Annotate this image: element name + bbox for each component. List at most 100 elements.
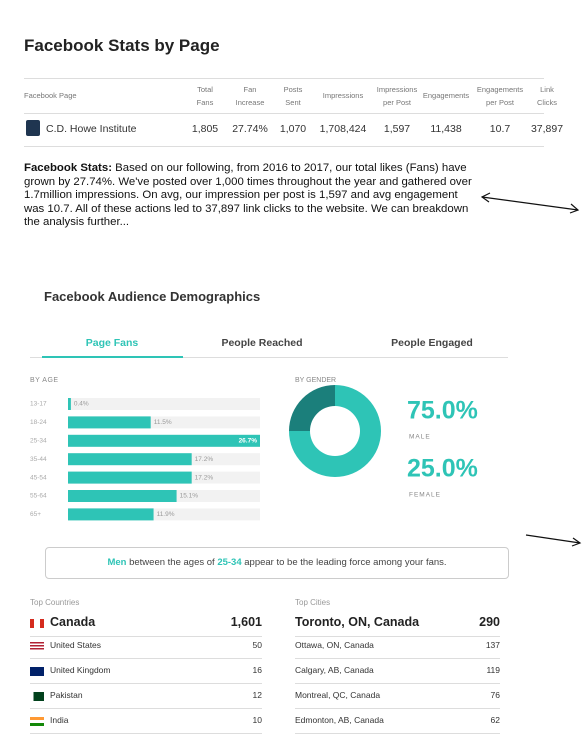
column-header: Impressions	[322, 91, 364, 100]
age-label: 65+	[30, 511, 41, 518]
bar	[68, 398, 71, 410]
cities-name: Calgary, AB, Canada	[295, 665, 374, 675]
row-divider	[30, 733, 262, 734]
age-label: 45-54	[30, 474, 47, 481]
column-header: Engagements	[422, 91, 470, 100]
tab[interactable]: Page Fans	[85, 337, 139, 349]
countries-value: 12	[252, 690, 262, 700]
row-divider	[295, 708, 500, 709]
table-cell: 1,070	[279, 123, 307, 135]
countries-value: 50	[252, 640, 262, 650]
countries-value: 1,601	[230, 615, 262, 629]
row-divider	[295, 733, 500, 734]
summary: Facebook Stats: Based on our following, …	[24, 162, 472, 230]
bar	[68, 416, 151, 429]
bar	[68, 471, 192, 484]
age-label: 13-17	[30, 401, 47, 408]
cities-value: 290	[479, 615, 500, 629]
bar-value-label: 17.2%	[195, 456, 214, 463]
flag	[30, 642, 44, 651]
row-divider	[30, 636, 262, 637]
countries-value: 10	[252, 715, 262, 725]
column-header: Link Clicks	[537, 85, 557, 107]
donut-segment	[289, 385, 381, 477]
countries-value: 16	[252, 665, 262, 675]
cities-value: 137	[485, 640, 500, 650]
summary-text: Based on our following, from 2016 to 201…	[24, 162, 472, 228]
summary-lead: Facebook Stats:	[24, 162, 112, 174]
cities-name: Toronto, ON, Canada	[295, 615, 420, 629]
bar-track	[68, 398, 260, 410]
bar-value-label: 11.5%	[154, 419, 172, 426]
flag	[30, 717, 44, 726]
demographics-title: Facebook Audience Demographics	[44, 289, 261, 304]
column-header: Total Fans	[196, 85, 214, 107]
table-cell: 27.74%	[232, 123, 268, 135]
countries-name: United Kingdom	[50, 665, 111, 675]
cities-name: Montreal, QC, Canada	[295, 690, 381, 700]
countries-name: Pakistan	[50, 690, 83, 700]
table-cell: 11,438	[430, 123, 462, 135]
table-cell: 1,805	[191, 123, 219, 135]
insight-highlight: 25-34	[217, 557, 242, 568]
row-divider	[30, 708, 262, 709]
table-cell: 37,897	[530, 123, 564, 135]
countries-name: Canada	[50, 615, 96, 629]
page-title: Facebook Stats by Page	[24, 36, 220, 55]
gender-chart-title: BY GENDER	[295, 377, 336, 384]
gender-label: MALE	[409, 434, 431, 441]
table-cell: 10.7	[489, 123, 511, 135]
tab[interactable]: People Reached	[221, 337, 303, 349]
table-cell: 1,708,424	[319, 123, 367, 135]
donut-segment	[289, 385, 335, 431]
column-header: Fan Increase	[235, 85, 265, 107]
cities-value: 119	[486, 665, 500, 675]
flag	[30, 692, 44, 701]
row-divider	[295, 683, 500, 684]
bar	[68, 434, 260, 447]
insight: Men between the ages of 25-34 appear to …	[45, 547, 509, 579]
cities-value: 76	[490, 690, 500, 700]
cities-value: 62	[490, 715, 500, 725]
table-cell: C.D. Howe Institute	[46, 123, 137, 135]
row-divider	[295, 658, 500, 659]
cities-name: Edmonton, AB, Canada	[295, 715, 384, 725]
gender-label: FEMALE	[409, 492, 441, 499]
insight-text: appear to be the leading force among you…	[244, 557, 447, 568]
bar-value-label: 26.7%	[239, 438, 258, 445]
cities-title: Top Cities	[295, 598, 331, 607]
age-label: 18-24	[30, 419, 47, 426]
age-chart-title: BY AGE	[30, 377, 59, 384]
flag	[30, 667, 44, 676]
row-divider	[295, 636, 500, 637]
insight-highlight: Men	[107, 557, 127, 568]
column-header: Posts Sent	[283, 85, 303, 107]
age-label: 55-64	[30, 493, 47, 500]
row-divider	[30, 658, 262, 659]
flag	[30, 619, 44, 628]
countries-name: United States	[50, 640, 102, 650]
age-label: 35-44	[30, 456, 47, 463]
insight-text: between the ages of	[129, 557, 215, 568]
bar	[68, 508, 154, 521]
bar-value-label: 17.2%	[195, 474, 214, 481]
gender-value: 25.0%	[407, 455, 478, 483]
column-header: Impressions per Post	[376, 85, 418, 107]
gender-value: 75.0%	[407, 397, 478, 425]
tab[interactable]: People Engaged	[391, 337, 473, 349]
bar-value-label: 15.1%	[180, 493, 199, 500]
row-divider	[30, 683, 262, 684]
age-label: 25-34	[30, 438, 47, 445]
bar-value-label: 11.9%	[157, 511, 175, 518]
bar	[68, 490, 177, 502]
column-header: Facebook Page	[24, 91, 77, 100]
bar-value-label: 0.4%	[74, 401, 89, 408]
countries-name: India	[50, 715, 69, 725]
table-cell: 1,597	[383, 123, 411, 135]
cities-name: Ottawa, ON, Canada	[295, 640, 374, 650]
column-header: Engagements per Post	[476, 85, 524, 107]
bar	[68, 453, 192, 466]
